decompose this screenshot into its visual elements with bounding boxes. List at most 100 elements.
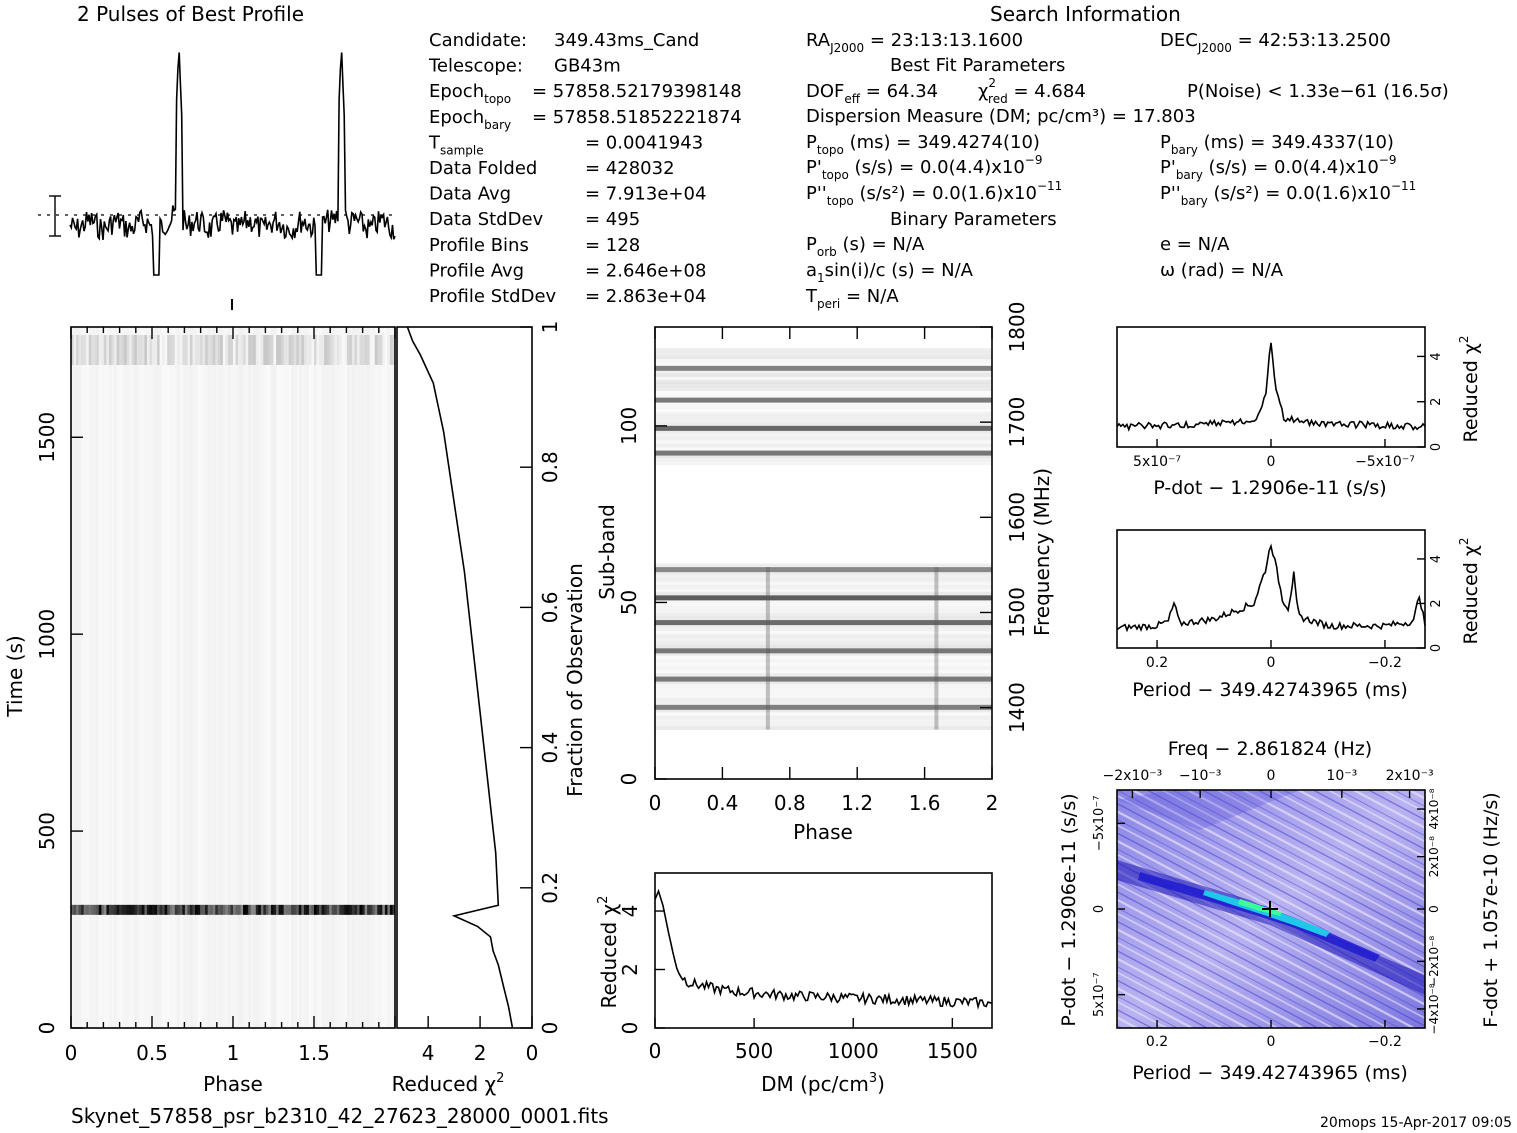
sb-noise-row	[655, 634, 992, 639]
sb-noise-row	[655, 390, 992, 395]
tp-column	[129, 327, 133, 1028]
tp-top-noise	[167, 335, 171, 365]
info-row-value: = 428032	[585, 158, 675, 179]
tp-column	[278, 327, 282, 1028]
tp-band	[367, 904, 371, 915]
tp-column	[200, 327, 204, 1028]
tp-column	[306, 327, 310, 1028]
chi2-fraction-ticks: 4 2 0 0 0.2 0.4 0.6 0.8 1	[422, 321, 562, 1065]
sb-noise-row	[655, 637, 992, 642]
tp-column	[152, 327, 156, 1028]
tp-band	[329, 904, 333, 915]
tp-column	[146, 327, 150, 1028]
dm-chi2-ticks: 0 500 1000 1500 0 2 4	[618, 905, 978, 1063]
tp-top-noise	[326, 335, 330, 365]
tp-band	[174, 904, 178, 915]
sb-noise-row	[655, 440, 992, 444]
sb-y-tick-label: 50	[617, 590, 641, 615]
period-pdot-ylabel: P-dot − 1.2906e-11 (s/s)	[1058, 793, 1080, 1026]
tp-column	[258, 327, 262, 1028]
tp-top-noise	[121, 335, 125, 365]
sb-noise-row	[655, 570, 992, 575]
sb-pulse-column	[765, 567, 770, 730]
tp-top-noise	[334, 335, 338, 365]
pp-x-tick-label: 0	[1267, 1034, 1276, 1050]
tp-band	[121, 904, 125, 915]
tp-band	[212, 904, 216, 915]
tp-column	[384, 327, 388, 1028]
subband-ticks: 0 0.4 0.8 1.2 1.6 2 0 50 100 1400 1500 1600 1700 1800	[617, 302, 1029, 815]
dm-y-tick-label: 4	[618, 905, 642, 918]
tp-column	[227, 327, 231, 1028]
sb-noise-row	[655, 630, 992, 635]
info-row: Epochtopo	[429, 81, 511, 106]
tp-top-noise	[346, 335, 350, 365]
tp-top-noise	[230, 335, 234, 365]
dm-x-tick-label: 1000	[828, 1039, 879, 1063]
tp-top-noise	[258, 335, 262, 365]
tp-band	[129, 904, 133, 915]
tp-top-noise	[296, 335, 300, 365]
sb-noise-row	[655, 418, 992, 423]
tp-top-noise	[387, 335, 391, 365]
tp-column	[344, 327, 348, 1028]
tp-band	[108, 904, 112, 915]
tp-top-noise	[369, 335, 373, 365]
tp-column	[131, 327, 135, 1028]
tp-top-noise	[233, 335, 237, 365]
cf-y-tick-label: 0	[538, 1022, 562, 1035]
tp-top-noise	[253, 335, 257, 365]
tp-column	[263, 327, 267, 1028]
tp-top-noise	[220, 335, 224, 365]
tp-top-noise	[367, 335, 371, 365]
tp-band	[98, 904, 102, 915]
tp-top-noise	[187, 335, 191, 365]
tp-top-noise	[245, 335, 249, 365]
sb-noise-row	[655, 680, 992, 685]
sb-x-tick-label: 0	[649, 791, 662, 815]
chi2-fraction-xlabel: Reduced χ2	[392, 1071, 505, 1096]
period-chi2-ylabel: Reduced χ2	[1457, 538, 1482, 645]
tp-column	[114, 327, 118, 1028]
sb-noise-row	[655, 666, 992, 670]
tp-column	[326, 327, 330, 1028]
tp-band	[167, 904, 171, 915]
sb-noise-row	[655, 708, 992, 713]
sb-noise-row	[655, 627, 992, 632]
small-y-tick-label: 4	[1429, 352, 1444, 360]
tp-top-noise	[182, 335, 186, 365]
tp-band	[182, 904, 186, 915]
tp-top-noise	[76, 335, 80, 365]
tp-band	[372, 904, 376, 915]
pp-y2-tick-label: 0	[1427, 905, 1441, 913]
tp-column	[314, 327, 318, 1028]
sb-noise-row	[655, 454, 992, 459]
tp-column	[222, 327, 226, 1028]
asini-field: a1sin(i)/c (s) = N/A	[806, 260, 974, 285]
tp-band	[81, 904, 85, 915]
chi2-fraction-ylabel: Fraction of Observation	[563, 563, 587, 797]
tp-x-tick-label: 0	[65, 1041, 78, 1065]
small-y-tick-label: 0	[1429, 443, 1444, 451]
sb-noise-row	[655, 701, 992, 706]
tp-top-noise	[392, 335, 395, 365]
tp-top-noise	[250, 335, 254, 365]
tp-top-noise	[288, 335, 292, 365]
tp-column	[195, 327, 199, 1028]
tp-top-noise	[270, 335, 274, 365]
cf-y-tick-label: 0.2	[538, 872, 562, 904]
tp-top-noise	[235, 335, 239, 365]
tp-column	[255, 327, 259, 1028]
sb-dark-row	[655, 620, 992, 626]
info-left-block: Candidate: 349.43ms_Cand Telescope: GB43m Ep…	[428, 30, 742, 307]
tp-top-noise	[319, 335, 323, 365]
tp-column	[260, 327, 264, 1028]
info-row-value: = 0.0041943	[585, 132, 703, 153]
sb-noise-row	[655, 408, 992, 413]
search-info-title: Search Information	[990, 2, 1181, 26]
tp-column	[387, 327, 391, 1028]
tp-band	[202, 904, 206, 915]
sb-noise-row	[655, 577, 992, 582]
pp-y2-tick-label: 2x10⁻⁸	[1427, 836, 1441, 877]
tp-band	[387, 904, 391, 915]
